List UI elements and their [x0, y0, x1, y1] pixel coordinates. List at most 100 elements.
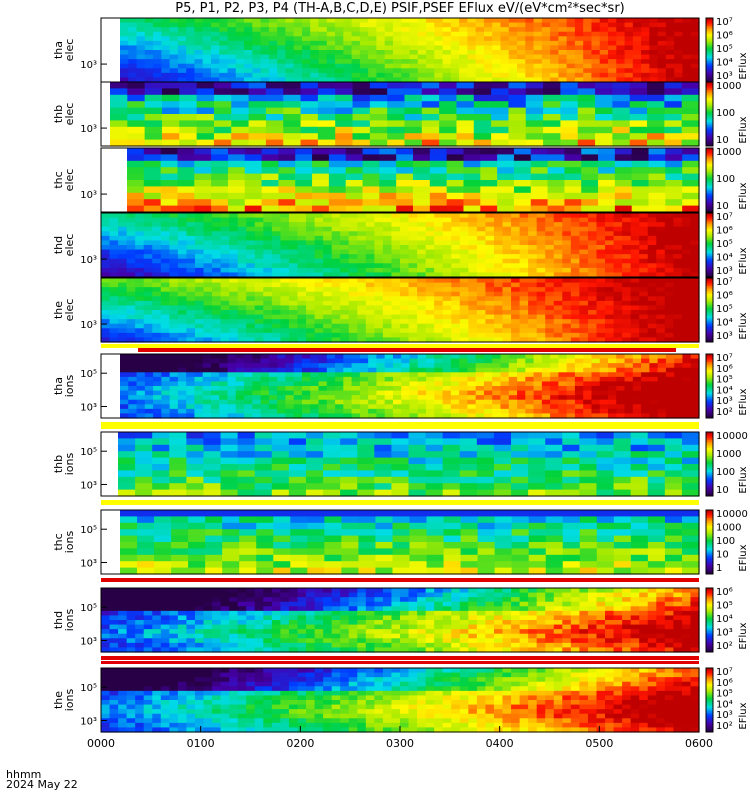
heatmap-cell: [417, 319, 427, 325]
heatmap-cell: [502, 258, 512, 264]
heatmap-cell: [560, 120, 579, 128]
heatmap-cell: [605, 217, 615, 223]
heatmap-cell: [417, 332, 427, 339]
heatmap-cell: [374, 278, 384, 284]
heatmap-cell: [160, 296, 170, 302]
heatmap-cell: [359, 381, 369, 387]
heatmap-cell: [160, 287, 170, 293]
heatmap-cell: [144, 94, 163, 102]
heatmap-cell: [425, 291, 435, 297]
heatmap-cell: [391, 240, 401, 246]
heatmap-cell: [579, 222, 589, 228]
heatmap-cell: [681, 332, 692, 339]
heatmap-cell: [665, 395, 675, 401]
heatmap-cell: [434, 36, 444, 42]
heatmap-cell: [177, 199, 195, 207]
heatmap-cell: [318, 18, 328, 24]
heatmap-cell: [533, 36, 543, 42]
heatmap-cell: [511, 217, 521, 223]
heatmap-cell: [278, 186, 296, 194]
heatmap-cell: [591, 399, 601, 405]
heatmap-cell: [630, 258, 640, 264]
heatmap-cell: [536, 240, 546, 246]
heatmap-cell: [384, 358, 394, 364]
heatmap-cell: [229, 291, 239, 297]
heatmap-cell: [179, 139, 198, 147]
heatmap-cell: [591, 367, 601, 373]
heatmap-cell: [632, 68, 642, 74]
heatmap-cell: [135, 213, 145, 219]
heatmap-cell: [616, 40, 626, 47]
heatmap-cell: [306, 267, 316, 274]
heatmap-cell: [429, 192, 448, 200]
heatmap-cell: [179, 88, 198, 96]
heatmap-cell: [220, 323, 230, 329]
heatmap-cell: [212, 231, 222, 237]
heatmap-cell: [268, 40, 278, 47]
heatmap-cell: [456, 101, 475, 109]
heatmap-cell: [632, 45, 642, 51]
heatmap-cell: [434, 231, 444, 237]
heatmap-cell: [120, 68, 129, 74]
heatmap-cell: [541, 367, 551, 373]
heatmap-cell: [391, 314, 401, 320]
heatmap-cell: [323, 291, 333, 297]
heatmap-cell: [143, 272, 153, 278]
heatmap-cell: [391, 305, 401, 311]
heatmap-cell: [543, 114, 562, 121]
heatmap-cell: [467, 40, 477, 47]
heatmap-cell: [235, 395, 245, 401]
heatmap-cell: [417, 291, 427, 297]
heatmap-cell: [616, 376, 626, 383]
heatmap-cell: [434, 77, 444, 83]
heatmap-cell: [177, 27, 187, 33]
heatmap-cell: [177, 386, 187, 392]
heatmap-cell: [376, 372, 386, 378]
colorbar-segment: [706, 91, 713, 94]
heatmap-cell: [120, 413, 129, 419]
heatmap-cell: [408, 314, 418, 320]
heatmap-cell: [318, 376, 328, 383]
heatmap-cell: [244, 354, 253, 360]
heatmap-cell: [194, 300, 205, 307]
heatmap-cell: [212, 314, 222, 320]
heatmap-cell: [237, 235, 247, 242]
heatmap-cell: [530, 199, 549, 207]
heatmap-cell: [285, 354, 295, 360]
heatmap-cell: [310, 358, 320, 364]
heatmap-cell: [368, 404, 378, 410]
heatmap-cell: [599, 18, 609, 24]
heatmap-cell: [235, 45, 245, 51]
heatmap-cell: [690, 249, 700, 255]
heatmap-cell: [326, 381, 336, 387]
heatmap-cell: [566, 77, 576, 83]
heatmap-cell: [314, 337, 324, 343]
heatmap-cell: [566, 22, 576, 28]
heatmap-cell: [450, 376, 460, 383]
heatmap-cell: [622, 263, 632, 269]
heatmap-cell: [359, 386, 369, 392]
heatmap-cell: [605, 267, 615, 274]
heatmap-cell: [450, 31, 460, 37]
heatmap-cell: [401, 50, 411, 56]
heatmap-cell: [682, 205, 700, 213]
heatmap-cell: [160, 205, 179, 213]
heatmap-cell: [629, 114, 648, 121]
heatmap-cell: [451, 267, 461, 274]
heatmap-cell: [211, 199, 229, 207]
heatmap-cell: [382, 296, 393, 302]
heatmap-cell: [566, 399, 576, 405]
colorbar-tick-label: 10⁵: [716, 304, 733, 315]
heatmap-cell: [425, 278, 435, 284]
heatmap-cell: [357, 254, 367, 260]
heatmap-cell: [196, 101, 215, 109]
colorbar-segment: [706, 112, 713, 115]
heatmap-cell: [545, 337, 555, 343]
heatmap-cell: [657, 381, 667, 387]
heatmap-cell: [566, 408, 576, 415]
heatmap-cell: [450, 395, 460, 401]
colorbar-segment: [706, 149, 713, 152]
heatmap-cell: [639, 263, 649, 269]
heatmap-cell: [227, 354, 237, 360]
heatmap-cell: [343, 63, 353, 69]
